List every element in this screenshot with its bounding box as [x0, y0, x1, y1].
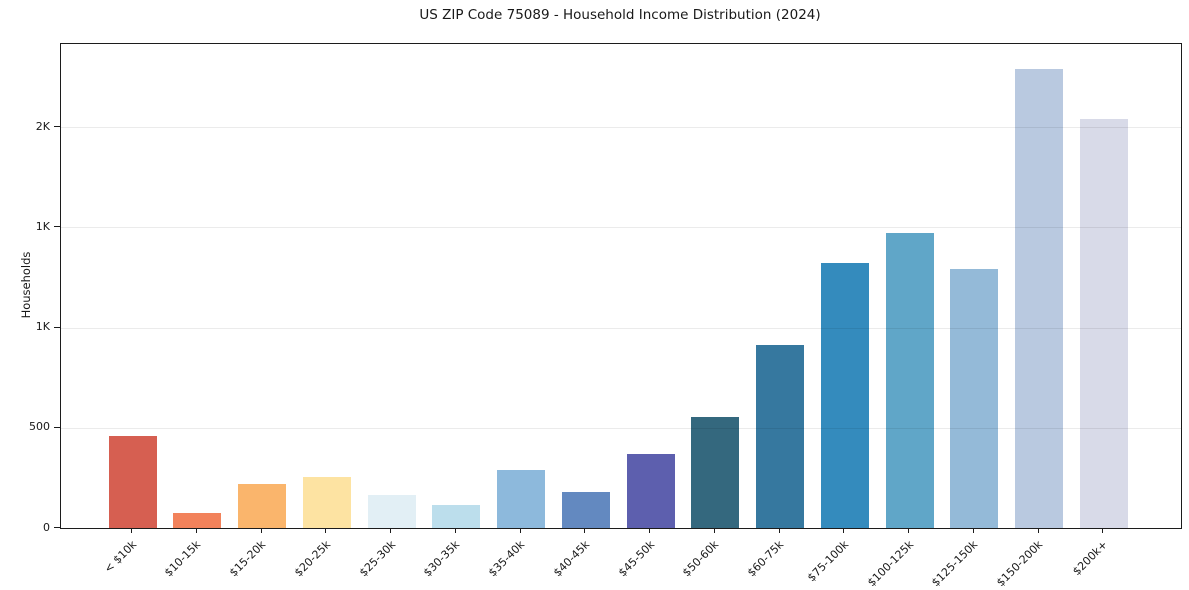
x-tick-label-100-125k: $100-125k	[864, 538, 916, 590]
x-tick-mark	[195, 528, 197, 533]
x-tick-mark	[908, 528, 909, 533]
chart-title: US ZIP Code 75089 - Household Income Dis…	[419, 7, 821, 23]
x-tick-label-40-45k: $40-45k	[550, 538, 592, 580]
y-tick-label: 1K	[35, 219, 50, 233]
x-tick-mark	[454, 528, 456, 533]
x-tick-mark	[1102, 528, 1104, 533]
bar-125-150k	[950, 269, 999, 528]
x-tick-label-125-150k: $125-150k	[929, 538, 981, 590]
y-tick-label: 500	[29, 420, 50, 434]
x-tick-mark	[584, 528, 586, 533]
x-tick-mark	[519, 528, 521, 533]
bar-50-60k	[691, 416, 740, 528]
bar-10k	[108, 435, 157, 528]
y-tick-label: 0	[43, 520, 50, 534]
gridline-1500	[61, 227, 1181, 229]
bar-30-35k	[432, 504, 481, 528]
x-tick-label-45-50k: $45-50k	[615, 538, 657, 580]
x-tick-label-10-15k: $10-15k	[162, 538, 204, 580]
plot-area	[60, 43, 1182, 529]
x-tick-label-30-35k: $30-35k	[421, 538, 463, 580]
y-tick-mark	[54, 326, 60, 328]
bar-25-30k	[367, 494, 416, 528]
bar-45-50k	[626, 453, 675, 528]
y-tick-label: 2K	[35, 119, 50, 133]
y-tick-mark	[54, 426, 60, 428]
gridline-500	[61, 427, 1181, 429]
gridline-2000	[61, 127, 1181, 129]
bar-10-15k	[173, 512, 222, 528]
x-tick-label-50-60k: $50-60k	[680, 538, 722, 580]
bar-200k	[1079, 119, 1128, 528]
x-tick-label-75-100k: $75-100k	[804, 538, 851, 585]
x-tick-mark	[843, 528, 845, 533]
x-tick-label-200k: $200k+	[1069, 538, 1110, 579]
x-tick-mark	[649, 528, 650, 533]
x-tick-label-25-30k: $25-30k	[356, 538, 398, 580]
y-tick-mark	[54, 226, 60, 228]
bar-40-45k	[561, 491, 610, 528]
bar-75-100k	[820, 263, 869, 528]
x-tick-mark	[778, 528, 780, 533]
x-tick-mark	[1037, 528, 1039, 533]
x-tick-label-15-20k: $15-20k	[226, 538, 269, 580]
x-tick-label-60-75k: $60-75k	[744, 538, 787, 580]
x-tick-mark	[972, 528, 974, 533]
x-tick-label-35-40k: $35-40k	[485, 538, 528, 580]
bar-150-200k	[1015, 69, 1063, 528]
y-tick-mark	[54, 126, 60, 128]
x-tick-mark	[325, 528, 327, 533]
bar-100-125k	[885, 233, 934, 528]
x-tick-label-10k: < $10k	[101, 538, 139, 576]
x-tick-label-20-25k: $20-25k	[291, 538, 333, 580]
y-tick-label: 1K	[35, 320, 50, 334]
x-tick-mark	[131, 528, 132, 533]
x-tick-mark	[390, 528, 391, 533]
y-axis-label: Households	[19, 251, 33, 319]
x-tick-label-150-200k: $150-200k	[994, 538, 1046, 590]
bar-20-25k	[302, 476, 351, 528]
x-tick-mark	[260, 528, 262, 533]
bar-35-40k	[497, 469, 545, 528]
bar-15-20k	[238, 483, 286, 528]
bar-60-75k	[756, 344, 804, 528]
y-tick-mark	[54, 527, 60, 528]
x-tick-mark	[713, 528, 715, 533]
gridline-1000	[61, 327, 1181, 329]
